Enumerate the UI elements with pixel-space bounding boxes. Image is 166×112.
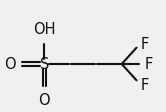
Text: F: F bbox=[141, 77, 149, 92]
Text: O: O bbox=[39, 92, 50, 107]
Text: O: O bbox=[4, 57, 16, 72]
Text: F: F bbox=[145, 57, 153, 72]
Text: F: F bbox=[141, 37, 149, 52]
Text: OH: OH bbox=[33, 22, 56, 37]
Text: S: S bbox=[40, 57, 49, 72]
